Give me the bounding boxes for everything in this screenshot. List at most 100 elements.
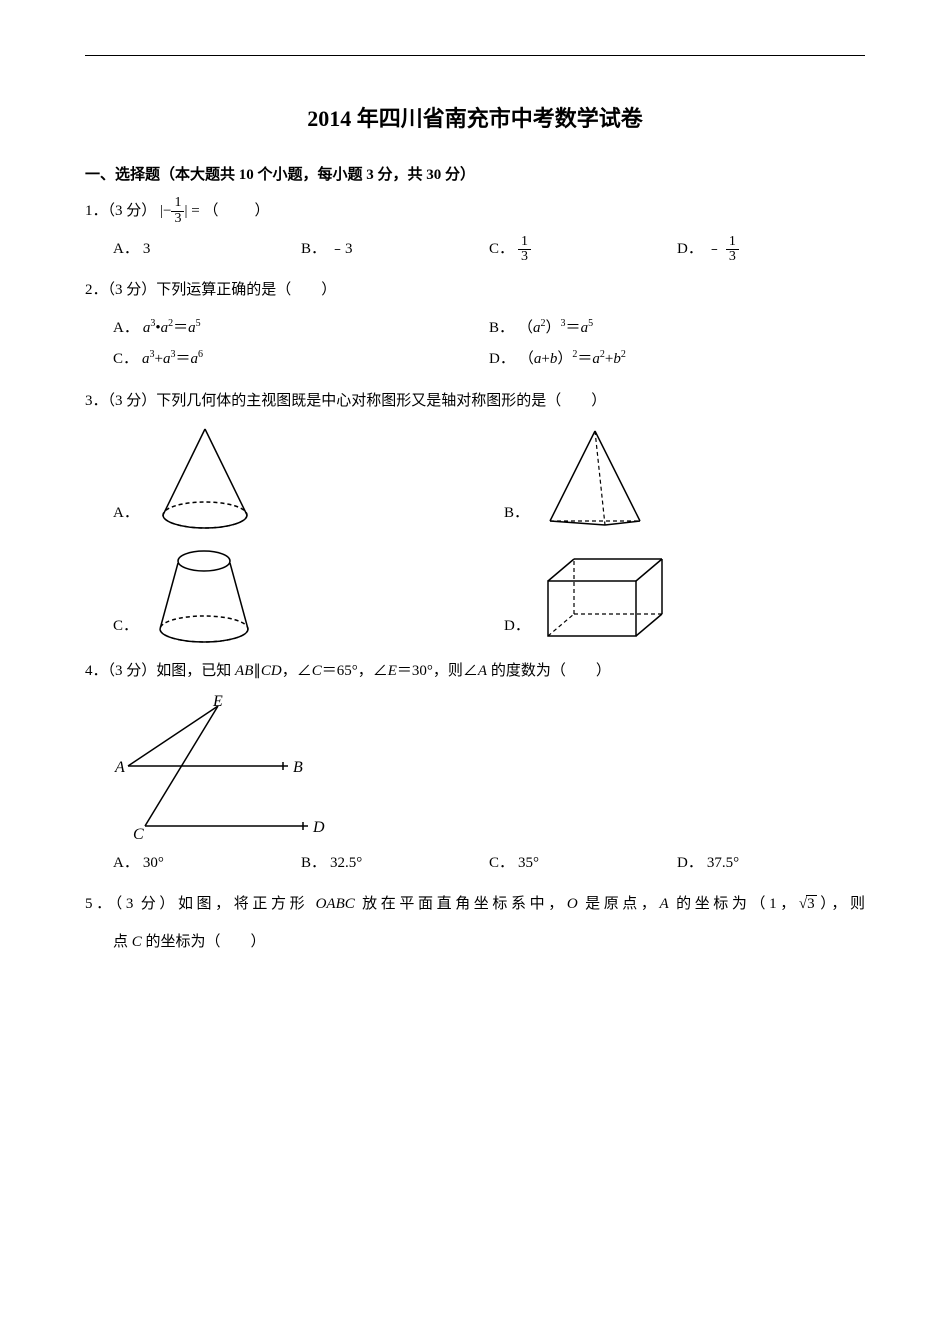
q1-d-den: 3: [726, 250, 739, 265]
q1-a-label: A．: [113, 234, 139, 266]
q2-c-label: C．: [113, 344, 138, 376]
q5-stem-line2: 点 C 的坐标为（ ）: [85, 927, 865, 959]
q3-opt-a: A．: [113, 423, 474, 533]
section-1-heading: 一、选择题（本大题共 10 个小题，每小题 3 分，共 30 分）: [85, 163, 865, 184]
q1-c-den: 3: [518, 250, 531, 265]
q4-e: E: [388, 663, 397, 679]
q2-options: A． a3•a2＝a5 B． （a2）3＝a5 C． a3+a3＝a6 D． （…: [85, 313, 865, 376]
q4-lbl-b: B: [293, 759, 303, 776]
q2-prefix: 2．（3 分）: [85, 282, 156, 298]
q3-prefix: 3．（3 分）: [85, 393, 156, 409]
q2-opt-a: A． a3•a2＝a5: [113, 313, 489, 345]
q4-c-label: C．: [489, 848, 514, 880]
question-3: 3．（3 分）下列几何体的主视图既是中心对称图形又是轴对称图形的是（ ） A． …: [85, 386, 865, 647]
q5-t1: 如图，将正方形: [178, 896, 316, 912]
q2-d-label: D．: [489, 344, 515, 376]
q1-opt-d: D． ﹣13: [677, 234, 865, 266]
exam-title: 2014 年四川省南充市中考数学试卷: [85, 101, 865, 133]
q2-opt-b: B． （a2）3＝a5: [489, 313, 865, 345]
q4-opt-a: A． 30°: [113, 848, 301, 880]
question-5: 5．（3 分）如图，将正方形 OABC 放在平面直角坐标系中，O 是原点，A 的…: [85, 889, 865, 958]
q4-t2: ，∠: [282, 663, 312, 679]
q4-t5: 的度数为（ ）: [487, 663, 611, 679]
q4-t1: 如图，已知: [156, 663, 235, 679]
q5-t3: 是原点，: [578, 896, 660, 912]
q2-stem-text: 下列运算正确的是（ ）: [156, 282, 336, 298]
q5-prefix: 5．（3 分）: [85, 896, 178, 912]
q4-lbl-c: C: [133, 826, 144, 843]
question-2: 2．（3 分）下列运算正确的是（ ） A． a3•a2＝a5 B． （a2）3＝…: [85, 275, 865, 376]
q2-a-expr: a3•a2＝a5: [143, 313, 201, 345]
q4-t3: ＝65°，∠: [322, 663, 388, 679]
q1-opt-b: B． ﹣3: [301, 234, 489, 266]
q3-opt-b: B．: [504, 423, 865, 533]
cone-icon: [145, 423, 265, 533]
q1-a-val: 3: [143, 234, 151, 266]
q4-svg: E A B C D: [113, 694, 333, 844]
q4-cd: CD: [261, 663, 282, 679]
q3-d-label: D．: [504, 611, 530, 643]
q2-d-expr: （a+b）2＝a2+b2: [519, 344, 626, 376]
q5-t4: 的坐标为（1，: [669, 896, 799, 912]
q5-t2: 放在平面直角坐标系中，: [355, 896, 567, 912]
q1-frac: 13: [171, 196, 184, 226]
q4-b-label: B．: [301, 848, 326, 880]
q1-d-frac: 13: [726, 235, 739, 265]
q1-frac-den: 3: [171, 212, 184, 227]
q1-opt-c: C． 13: [489, 234, 677, 266]
q4-opt-c: C． 35°: [489, 848, 677, 880]
q4-a-label: A．: [113, 848, 139, 880]
q4-a: A: [478, 663, 487, 679]
top-rule: [85, 55, 865, 56]
q4-options: A． 30° B． 32.5° C． 35° D． 37.5°: [85, 848, 865, 880]
q5-t6: 点: [113, 934, 132, 950]
q1-d-num: 1: [726, 235, 739, 251]
q3-b-label: B．: [504, 498, 529, 530]
q4-c-val: 35°: [518, 848, 539, 880]
q3-opt-d: D．: [504, 541, 865, 646]
q2-opt-c: C． a3+a3＝a6: [113, 344, 489, 376]
q4-opt-d: D． 37.5°: [677, 848, 865, 880]
q5-sqrt-val: 3: [806, 895, 817, 912]
cuboid-icon: [536, 551, 676, 646]
q4-lbl-a: A: [114, 759, 125, 776]
q4-prefix: 4．（3 分）: [85, 663, 156, 679]
q1-b-label: B．: [301, 234, 326, 266]
q5-o: O: [567, 896, 578, 912]
question-1: 1．（3 分） |−13| = （ ） A． 3 B． ﹣3 C． 13 D． …: [85, 196, 865, 265]
exam-page: 2014 年四川省南充市中考数学试卷 一、选择题（本大题共 10 个小题，每小题…: [0, 0, 950, 1008]
q4-figure: E A B C D: [113, 694, 865, 844]
pyramid-icon: [535, 423, 655, 533]
q2-b-label: B．: [489, 313, 514, 345]
q1-opt-a: A． 3: [113, 234, 301, 266]
q1-c-label: C．: [489, 234, 514, 266]
q1-options: A． 3 B． ﹣3 C． 13 D． ﹣13: [85, 234, 865, 266]
q4-b-val: 32.5°: [330, 848, 362, 880]
q4-par: ∥: [253, 663, 261, 679]
q3-stem-text: 下列几何体的主视图既是中心对称图形又是轴对称图形的是（ ）: [156, 393, 606, 409]
q5-t5: ），则: [817, 896, 865, 912]
q1-d-label: D．: [677, 234, 703, 266]
q1-stem: 1．（3 分） |−13| = （ ）: [85, 196, 865, 228]
q4-c: C: [312, 663, 322, 679]
q1-c-frac: 13: [518, 235, 531, 265]
q5-sqrt: √3: [799, 889, 817, 921]
q2-c-expr: a3+a3＝a6: [142, 344, 203, 376]
q1-abs-open: |−: [160, 203, 171, 219]
q3-figures: A． B．: [85, 423, 865, 646]
q4-ab: AB: [235, 663, 253, 679]
q4-d-val: 37.5°: [707, 848, 739, 880]
q2-b-expr: （a2）3＝a5: [518, 313, 593, 345]
q4-opt-b: B． 32.5°: [301, 848, 489, 880]
q2-opt-d: D． （a+b）2＝a2+b2: [489, 344, 865, 376]
q2-a-label: A．: [113, 313, 139, 345]
q1-blank: （ ）: [203, 203, 271, 219]
frustum-icon: [144, 541, 264, 646]
question-4: 4．（3 分）如图，已知 AB∥CD，∠C＝65°，∠E＝30°，则∠A 的度数…: [85, 656, 865, 879]
q1-frac-num: 1: [171, 196, 184, 212]
q4-lbl-e: E: [212, 694, 223, 710]
q5-t7: 的坐标为（ ）: [142, 934, 266, 950]
q1-d-prefix: ﹣: [707, 234, 722, 266]
q4-lbl-d: D: [312, 819, 325, 836]
q5-cc: C: [132, 934, 142, 950]
